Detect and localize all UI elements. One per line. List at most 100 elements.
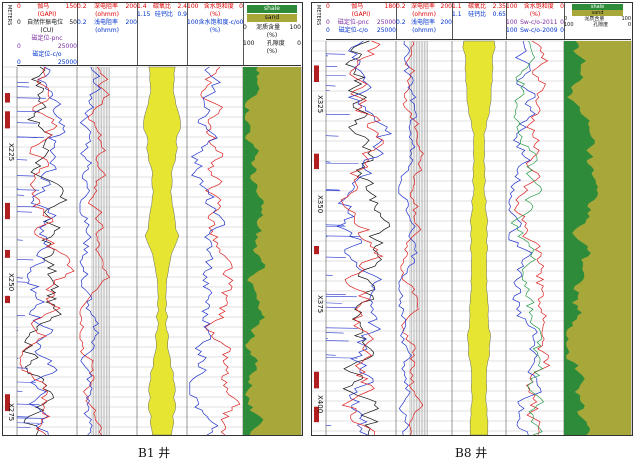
gr-spike bbox=[16, 315, 26, 317]
gr-curve bbox=[27, 66, 66, 435]
sw-curve bbox=[508, 40, 542, 435]
header-lith: shale sand 0 泥质含量 100 100 孔隙度 0 bbox=[564, 3, 631, 40]
depth-marker-block bbox=[5, 93, 10, 103]
panel-b1: METERS 0 伽马 150 (GAPI) 0 自然伴振电位 50 (CU) 磁定位-… bbox=[2, 2, 303, 436]
gr-spike bbox=[325, 53, 346, 55]
gr-spike bbox=[16, 327, 18, 328]
gr-spike bbox=[325, 295, 357, 298]
gr-curve bbox=[19, 66, 75, 435]
gr-spike bbox=[16, 381, 37, 383]
depth-mark: X325 bbox=[316, 95, 324, 114]
gr-spike bbox=[16, 194, 25, 196]
lithology-shale bbox=[243, 67, 266, 435]
sw-curve bbox=[514, 40, 551, 435]
gr-spike bbox=[325, 90, 330, 92]
gr-spike bbox=[16, 403, 40, 405]
gr-spike bbox=[16, 159, 28, 161]
gr-spike bbox=[325, 113, 350, 116]
gr-spike bbox=[16, 188, 19, 190]
header-resistivity: 0.2 深电阻率 200 (ohmm) 0.2 浅电阻率 200 (ohmm) bbox=[77, 3, 138, 66]
legend-shale: shale bbox=[572, 4, 623, 10]
legend-sand: sand bbox=[572, 10, 623, 16]
gr-spike bbox=[16, 277, 23, 279]
gr-spike bbox=[325, 236, 328, 238]
depth-mark: X225 bbox=[7, 143, 15, 162]
depth-marker-block bbox=[5, 111, 10, 129]
depth-marker-block bbox=[5, 400, 10, 407]
resistivity-curve bbox=[398, 40, 418, 435]
depth-mark: X400 bbox=[316, 395, 324, 414]
gr-spike bbox=[325, 274, 333, 276]
gr-spike bbox=[325, 135, 339, 137]
depth-marker-block bbox=[314, 153, 319, 170]
gr-spike bbox=[325, 327, 358, 329]
gr-spike bbox=[325, 235, 361, 237]
meters-label: METERS bbox=[6, 5, 12, 26]
depth-mark: X275 bbox=[7, 403, 15, 422]
gr-spike bbox=[325, 293, 346, 295]
gr-spike bbox=[16, 206, 37, 208]
header-cho: 1.1 碳氧比 2.35 1.1 硅钙比 0.65 bbox=[452, 3, 507, 40]
gr-spike bbox=[325, 226, 346, 228]
depth-marker-block bbox=[314, 245, 319, 255]
gr-spike bbox=[325, 302, 343, 304]
log-tracks-b8 bbox=[312, 40, 632, 435]
gr-spike bbox=[325, 425, 332, 427]
gr-spike bbox=[16, 239, 23, 241]
log-tracks-b1 bbox=[3, 66, 302, 435]
gr-spike bbox=[325, 332, 344, 334]
gr-spike bbox=[325, 75, 347, 77]
sw-curve bbox=[200, 66, 241, 435]
gr-spike bbox=[16, 136, 38, 138]
gr-spike bbox=[16, 417, 45, 419]
gr-spike bbox=[325, 162, 359, 164]
gr-spike bbox=[16, 189, 40, 191]
header-sw: 100 含水饱和度 0 (%) 100 含水饱和度-c/o 0 (%) bbox=[187, 3, 244, 66]
depth-marker-block bbox=[5, 202, 10, 214]
gr-spike bbox=[16, 81, 29, 84]
gr-spike bbox=[16, 330, 19, 332]
gr-spike bbox=[325, 161, 331, 163]
depth-mark: X375 bbox=[316, 295, 324, 314]
gr-spike bbox=[16, 259, 34, 261]
header-gr: 0 伽马 150 (GAPI) 0 自然伴振电位 50 (CU) 磁定位-pnc 0 25… bbox=[17, 3, 78, 66]
gr-spike bbox=[16, 122, 38, 124]
depth-marker-block bbox=[314, 65, 319, 83]
gr-spike bbox=[325, 190, 341, 192]
resistivity-curve bbox=[400, 40, 424, 435]
depth-marker-block bbox=[314, 406, 319, 423]
gr-spike bbox=[16, 422, 40, 424]
gr-spike bbox=[325, 306, 358, 308]
header-gr: 0 伽马 180 (GAPI) 0 磁定位-pnc 25000 0 磁定位-c/o 2500… bbox=[326, 3, 397, 40]
legend-shale: shale bbox=[247, 5, 297, 13]
sw-curve bbox=[189, 66, 226, 435]
header-lith: shale sand 0 泥质含量 100 (%) 100 孔隙度 0 (%) bbox=[243, 3, 301, 66]
gr-spike bbox=[325, 338, 329, 340]
gr-curve bbox=[342, 40, 390, 435]
gr-spike bbox=[16, 110, 40, 112]
gr-spike bbox=[325, 85, 336, 87]
depth-marker-block bbox=[314, 379, 319, 389]
well-label-b8: B8 井 bbox=[455, 446, 488, 460]
gr-spike bbox=[16, 97, 46, 99]
gr-curve bbox=[340, 40, 384, 435]
gr-spike bbox=[16, 357, 19, 359]
gr-spike bbox=[16, 86, 30, 88]
gr-spike bbox=[16, 175, 35, 177]
gr-curve bbox=[336, 40, 393, 435]
depth-marker-block bbox=[5, 212, 10, 220]
depth-marker-block bbox=[5, 295, 10, 304]
gr-spike bbox=[16, 367, 28, 369]
gr-spike bbox=[16, 416, 30, 418]
gr-spike bbox=[16, 281, 28, 283]
legend-sand: sand bbox=[247, 14, 297, 22]
depth-mark: X250 bbox=[7, 273, 15, 292]
gr-spike bbox=[325, 224, 345, 226]
depth-mark: X350 bbox=[316, 195, 324, 214]
sw-curve bbox=[510, 40, 545, 435]
header-cho: 1.4 碳氧比 2.4 1.15 硅钙比 0.9 bbox=[137, 3, 188, 66]
cho-fill bbox=[462, 40, 496, 435]
well-label-b1: B1 井 bbox=[138, 446, 171, 460]
gr-spike bbox=[325, 189, 340, 191]
gr-curve bbox=[22, 66, 68, 435]
